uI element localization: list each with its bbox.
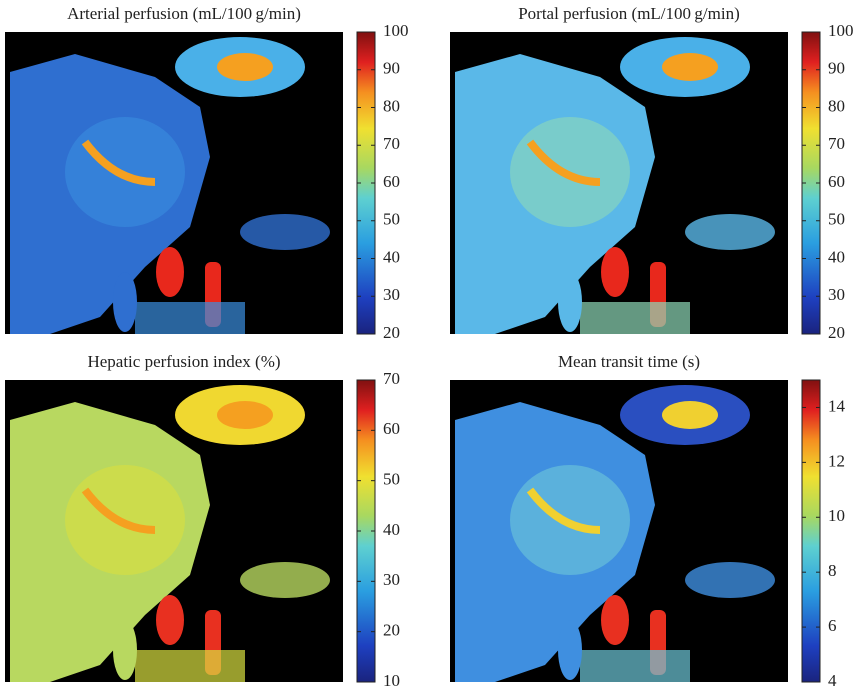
perfusion-map [450,380,788,682]
vessel-left [601,595,629,645]
colorbar-tick-label: 40 [383,520,400,539]
colorbar-tick-label: 20 [383,323,400,342]
colorbar-tick-label: 70 [383,134,400,153]
colorbar [802,380,820,682]
panel-title: Mean transit time (s) [558,352,700,371]
colorbar-tick-label: 60 [383,419,400,438]
colorbar-tick-label: 90 [828,59,845,78]
colorbar-tick-label: 80 [828,96,845,115]
colorbar-tick-label: 20 [383,621,400,640]
panel: Mean transit time (s) 4 6 8 10 12 14 [450,352,846,690]
vessel-left [156,595,184,645]
colorbar-tick-label: 10 [828,506,845,525]
kidney [113,620,137,680]
bowel [240,214,330,250]
colorbar-tick-label: 50 [828,210,845,229]
vessel-left [601,247,629,297]
colorbar-tick-label: 20 [828,323,845,342]
colorbar-tick-label: 90 [383,59,400,78]
vessel-left [156,247,184,297]
spine-area [580,650,690,682]
spine-area [135,650,245,682]
colorbar-tick-label: 12 [828,451,845,470]
colorbar-tick-label: 6 [828,616,837,635]
colorbar-tick-label: 100 [383,21,409,40]
colorbar-tick-label: 80 [383,96,400,115]
colorbar-tick-label: 40 [383,247,400,266]
stomach-core [662,401,718,429]
colorbar-tick-label: 100 [828,21,854,40]
perfusion-map [5,380,343,682]
spine-area [135,302,245,334]
stomach-core [217,53,273,81]
stomach-core [217,401,273,429]
spine-area [580,302,690,334]
colorbar-tick-label: 40 [828,247,845,266]
bowel [240,562,330,598]
colorbar-tick-label: 60 [828,172,845,191]
colorbar-tick-label: 50 [383,210,400,229]
colorbar-tick-label: 50 [383,470,400,489]
colorbar-tick-label: 14 [828,396,846,415]
kidney [113,272,137,332]
colorbar-tick-label: 10 [383,671,400,690]
colorbar-tick-label: 4 [828,671,837,690]
bowel [685,562,775,598]
perfusion-map [5,32,343,334]
kidney [558,620,582,680]
bowel [685,214,775,250]
colorbar-tick-label: 30 [383,570,400,589]
panel: Hepatic perfusion index (%) 10 20 30 40 50 60 7… [5,352,400,690]
panel-title: Portal perfusion (mL/100 g/min) [518,4,740,23]
stomach-core [662,53,718,81]
figure: Arterial perfusion (mL/100 g/min) 20 30 40 5… [0,0,865,691]
panel-title: Arterial perfusion (mL/100 g/min) [67,4,301,23]
panel: Portal perfusion (mL/100 g/min) 20 30 40 50 6… [450,4,854,342]
panel-title: Hepatic perfusion index (%) [87,352,280,371]
colorbar-tick-label: 30 [828,285,845,304]
panel: Arterial perfusion (mL/100 g/min) 20 30 40 5… [5,4,409,342]
colorbar-tick-label: 70 [828,134,845,153]
colorbar-tick-label: 60 [383,172,400,191]
colorbar-tick-label: 30 [383,285,400,304]
colorbar-tick-label: 70 [383,369,400,388]
colorbar-tick-label: 8 [828,561,837,580]
perfusion-map [450,32,788,334]
kidney [558,272,582,332]
